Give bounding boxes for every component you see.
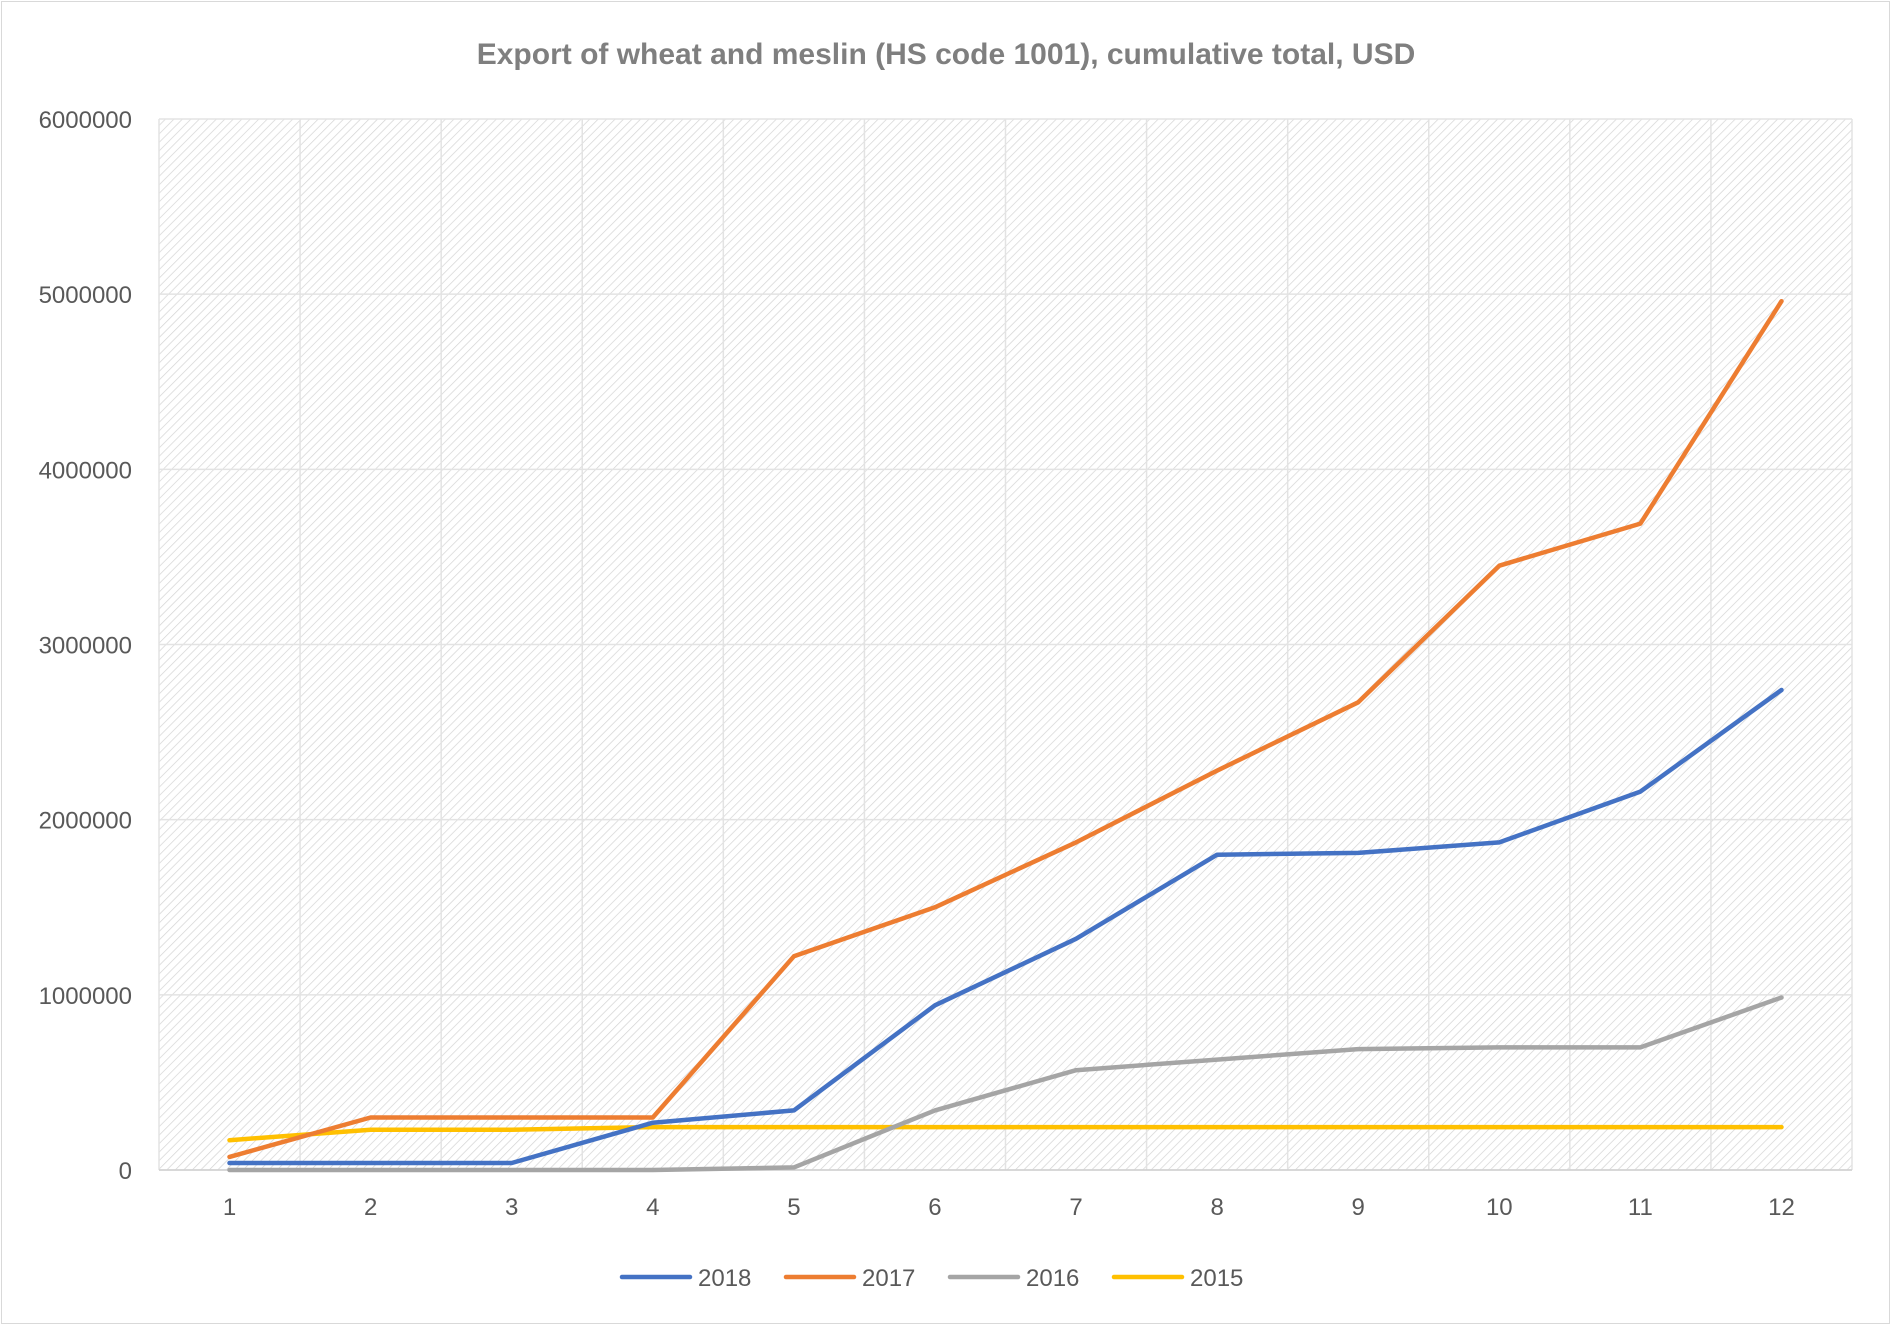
x-tick-label: 8 [1210,1194,1223,1221]
x-tick-label: 11 [1628,1194,1653,1221]
x-tick-label: 12 [1768,1194,1795,1221]
grid-lines [158,118,1853,1171]
y-tick-label: 6000000 [39,107,132,134]
x-tick-label: 6 [928,1194,941,1221]
y-tick-label: 4000000 [39,457,132,484]
series-line-2018 [227,687,1784,1166]
x-tick-label: 7 [1069,1194,1082,1221]
x-tick-label: 9 [1352,1194,1365,1221]
x-tick-label: 4 [646,1194,659,1221]
legend-label: 2018 [698,1265,751,1292]
series-line-2017 [227,298,1784,1160]
x-tick-label: 10 [1486,1194,1513,1221]
x-tick-label: 2 [364,1194,377,1221]
legend-item-2018: 2018 [619,1265,751,1292]
legend-label: 2016 [1026,1265,1079,1292]
series-line-2016 [227,995,1784,1173]
y-tick-label: 1000000 [39,983,132,1010]
legend-item-2015: 2015 [1111,1265,1243,1292]
legend-label: 2015 [1190,1265,1243,1292]
series-lines [227,298,1784,1173]
y-tick-label: 5000000 [39,282,132,309]
x-tick-label: 3 [505,1194,518,1221]
x-tick-label: 1 [223,1194,236,1221]
y-tick-label: 0 [119,1158,132,1185]
legend-item-2017: 2017 [783,1265,915,1292]
axes: 0 1000000 2000000 3000000 4000000 5000000 6000… [39,107,1852,1221]
x-tick-label: 5 [787,1194,800,1221]
legend-item-2016: 2016 [947,1265,1079,1292]
legend-label: 2017 [862,1265,915,1292]
legend: 2018 2017 2016 2015 [619,1265,1243,1292]
series-line-2015 [227,1124,1784,1143]
y-tick-label: 3000000 [39,633,132,660]
chart-title: Export of wheat and meslin (HS code 1001… [477,38,1416,71]
y-tick-label: 2000000 [39,808,132,835]
